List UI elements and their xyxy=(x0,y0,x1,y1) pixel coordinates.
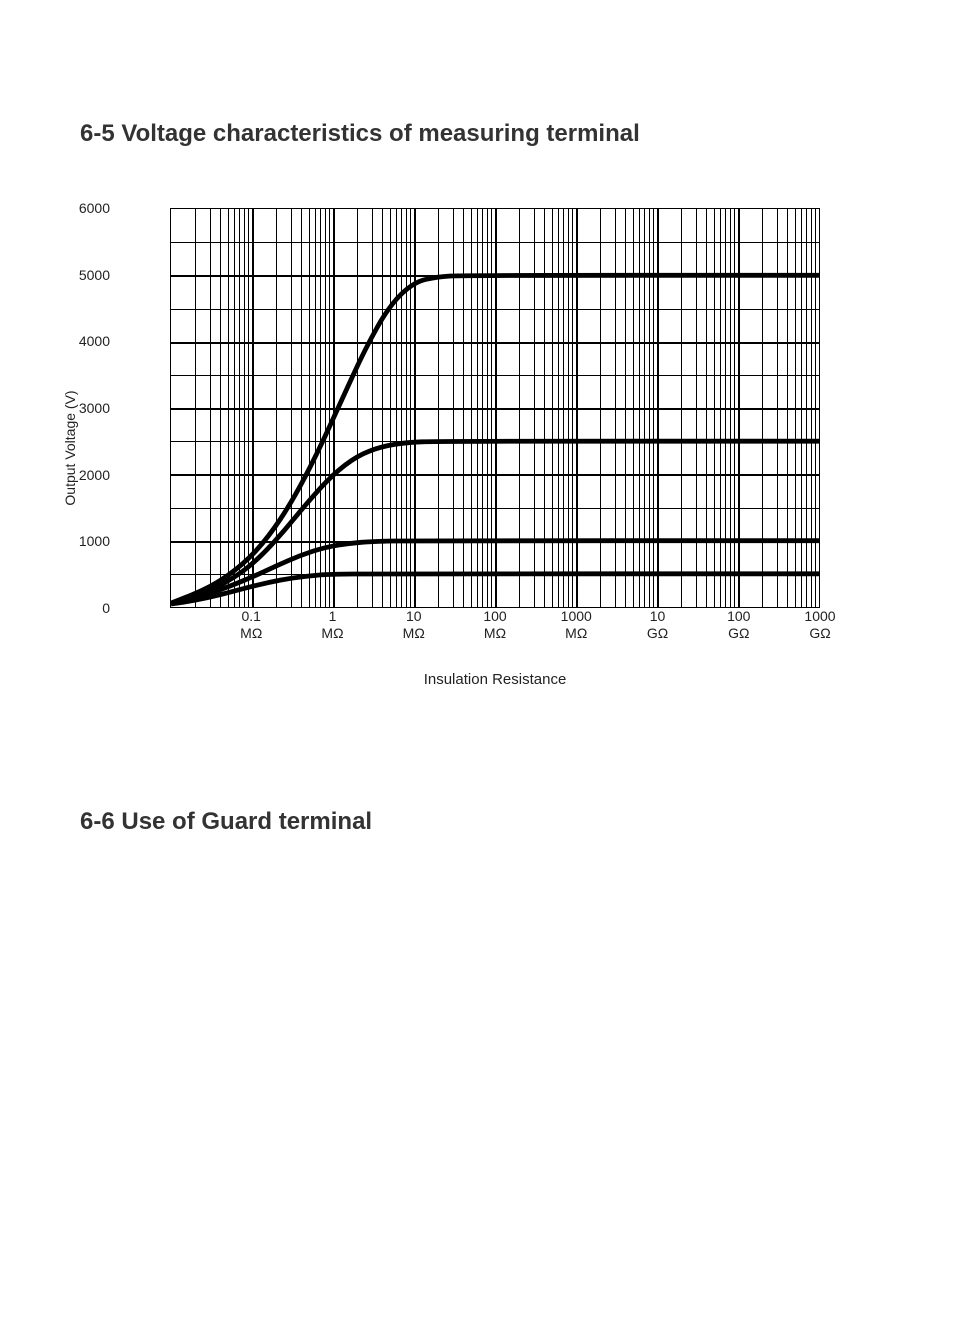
gridline-vertical xyxy=(633,209,634,607)
gridline-vertical xyxy=(406,209,407,607)
gridline-vertical xyxy=(572,209,573,607)
voltage-characteristics-chart: Output Voltage (V) 010002000300040005000… xyxy=(100,208,820,688)
section-6-6-heading: 6-6 Use of Guard terminal xyxy=(80,808,874,836)
gridline-vertical xyxy=(725,209,726,607)
gridline-vertical xyxy=(276,209,277,607)
gridline-vertical xyxy=(453,209,454,607)
gridline-vertical xyxy=(734,209,735,607)
gridline-vertical xyxy=(333,209,335,607)
gridline-vertical xyxy=(576,209,578,607)
gridline-vertical xyxy=(787,209,788,607)
gridline-vertical xyxy=(777,209,778,607)
gridline-vertical xyxy=(487,209,488,607)
gridline-vertical xyxy=(482,209,483,607)
gridline-vertical xyxy=(244,209,245,607)
gridline-vertical xyxy=(681,209,682,607)
gridline-vertical xyxy=(544,209,545,607)
x-tick-label: 10GΩ xyxy=(647,608,668,642)
gridline-vertical xyxy=(329,209,330,607)
gridline-vertical xyxy=(220,209,221,607)
gridline-vertical xyxy=(463,209,464,607)
gridline-vertical xyxy=(714,209,715,607)
x-tick-label: 1000MΩ xyxy=(561,608,592,642)
gridline-vertical xyxy=(301,209,302,607)
gridline-vertical xyxy=(248,209,249,607)
gridline-vertical xyxy=(762,209,763,607)
gridline-vertical xyxy=(519,209,520,607)
gridline-vertical xyxy=(401,209,402,607)
gridline-vertical xyxy=(252,209,254,607)
gridline-vertical xyxy=(325,209,326,607)
gridline-vertical xyxy=(600,209,601,607)
section-6-5-heading: 6-5 Voltage characteristics of measuring… xyxy=(80,120,874,148)
gridline-vertical xyxy=(615,209,616,607)
gridline-vertical xyxy=(720,209,721,607)
gridline-vertical xyxy=(795,209,796,607)
gridline-vertical xyxy=(706,209,707,607)
gridline-vertical xyxy=(372,209,373,607)
x-axis-label: Insulation Resistance xyxy=(170,671,820,688)
gridline-vertical xyxy=(234,209,235,607)
gridline-vertical xyxy=(495,209,497,607)
gridline-vertical xyxy=(649,209,650,607)
gridline-vertical xyxy=(657,209,659,607)
document-page: 6-5 Voltage characteristics of measuring… xyxy=(0,0,954,1324)
gridline-vertical xyxy=(639,209,640,607)
gridline-vertical xyxy=(491,209,492,607)
gridline-vertical xyxy=(228,209,229,607)
y-tick-label: 3000 xyxy=(60,400,110,416)
gridline-vertical xyxy=(696,209,697,607)
y-tick-label: 5000 xyxy=(60,267,110,283)
gridline-vertical xyxy=(568,209,569,607)
x-axis-ticks: 0.1MΩ1MΩ10MΩ100MΩ1000MΩ10GΩ100GΩ1000GΩ xyxy=(170,608,820,648)
gridline-vertical xyxy=(396,209,397,607)
gridline-vertical xyxy=(357,209,358,607)
gridline-vertical xyxy=(738,209,740,607)
gridline-vertical xyxy=(320,209,321,607)
y-tick-label: 4000 xyxy=(60,333,110,349)
gridline-vertical xyxy=(471,209,472,607)
gridline-vertical xyxy=(552,209,553,607)
gridline-vertical xyxy=(730,209,731,607)
gridline-vertical xyxy=(414,209,416,607)
gridline-vertical xyxy=(195,209,196,607)
gridline-vertical xyxy=(390,209,391,607)
y-tick-label: 0 xyxy=(60,600,110,616)
gridline-vertical xyxy=(239,209,240,607)
y-tick-label: 2000 xyxy=(60,467,110,483)
gridline-vertical xyxy=(811,209,812,607)
plot-area xyxy=(170,208,820,608)
y-tick-label: 1000 xyxy=(60,533,110,549)
gridline-vertical xyxy=(315,209,316,607)
x-tick-label: 1MΩ xyxy=(321,608,343,642)
x-tick-label: 0.1MΩ xyxy=(240,608,262,642)
gridline-vertical xyxy=(653,209,654,607)
gridline-vertical xyxy=(558,209,559,607)
gridline-vertical xyxy=(477,209,478,607)
y-tick-label: 6000 xyxy=(60,200,110,216)
gridline-vertical xyxy=(438,209,439,607)
gridline-vertical xyxy=(806,209,807,607)
gridline-vertical xyxy=(625,209,626,607)
x-tick-label: 10MΩ xyxy=(403,608,425,642)
x-tick-label: 1000GΩ xyxy=(804,608,835,642)
x-tick-label: 100GΩ xyxy=(727,608,750,642)
x-tick-label: 100MΩ xyxy=(483,608,506,642)
gridline-vertical xyxy=(644,209,645,607)
gridline-vertical xyxy=(210,209,211,607)
gridline-vertical xyxy=(801,209,802,607)
gridline-vertical xyxy=(563,209,564,607)
gridline-vertical xyxy=(382,209,383,607)
gridline-vertical xyxy=(815,209,816,607)
gridline-vertical xyxy=(534,209,535,607)
gridline-vertical xyxy=(291,209,292,607)
gridline-vertical xyxy=(410,209,411,607)
gridline-vertical xyxy=(309,209,310,607)
